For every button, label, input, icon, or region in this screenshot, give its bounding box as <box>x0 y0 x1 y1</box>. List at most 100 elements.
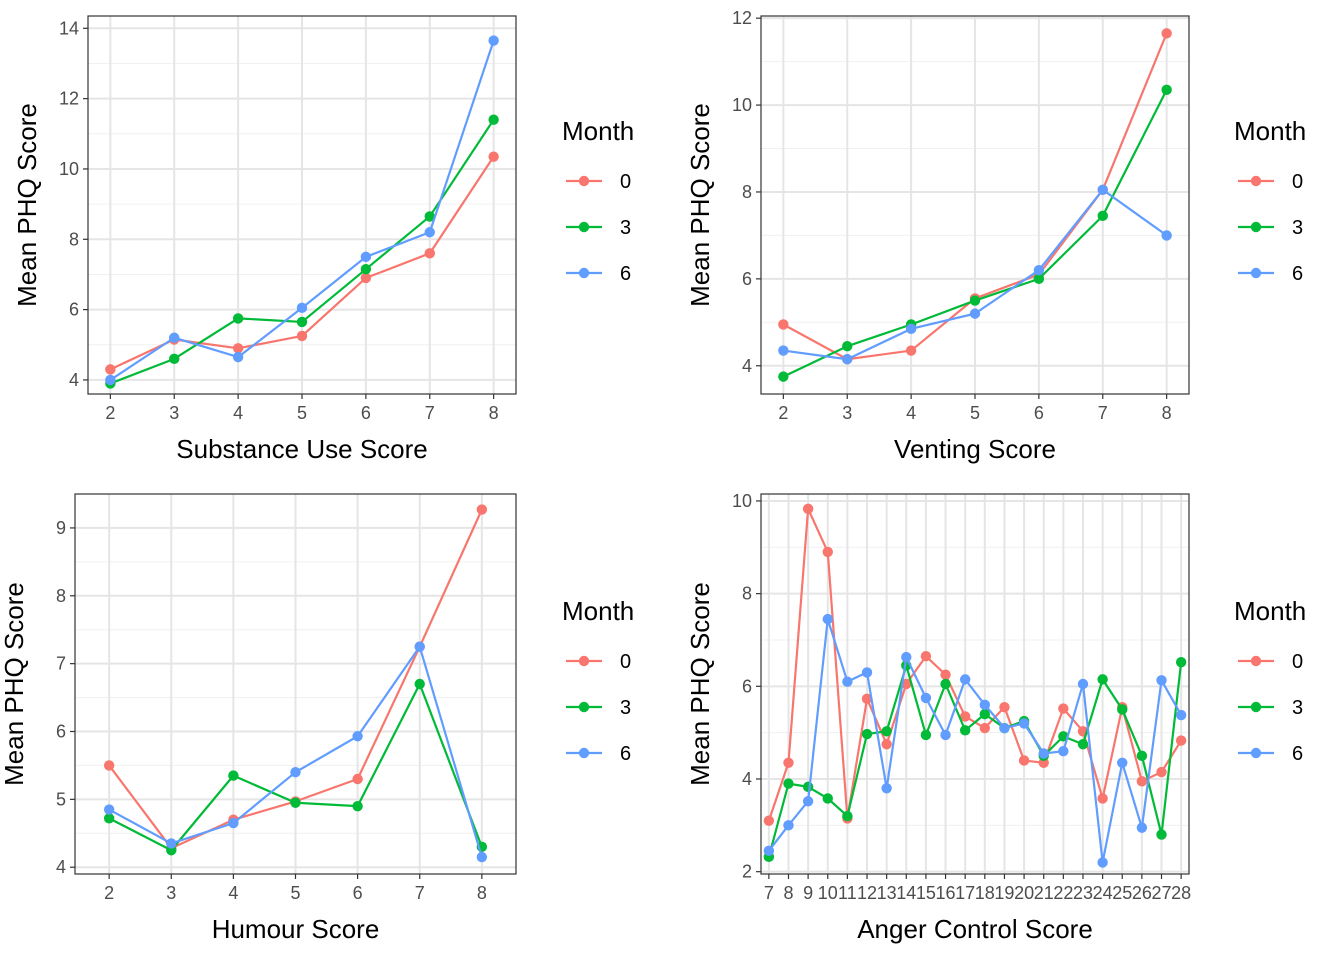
data-point-month-6 <box>1156 675 1167 686</box>
legend-title: Month <box>562 596 634 626</box>
x-tick-label: 20 <box>1014 883 1034 903</box>
data-point-month-0 <box>1156 766 1167 778</box>
legend: Month 0 3 6 <box>1234 116 1306 285</box>
x-tick-label: 23 <box>1073 883 1093 903</box>
x-axis-title: Anger Control Score <box>857 914 1093 944</box>
chart-panel-2: 4 6 8 10 12 2 3 4 5 6 7 8 Venting Score Mean PHQ Scor… <box>685 8 1306 464</box>
y-tick-label: 4 <box>56 857 66 877</box>
legend-item-month-0: 0 <box>566 651 631 673</box>
data-point-month-0 <box>979 722 991 734</box>
x-tick-label: 3 <box>166 883 176 903</box>
x-tick-label: 25 <box>1112 883 1132 903</box>
data-point-month-0 <box>296 330 308 342</box>
data-point-month-6 <box>1033 264 1045 276</box>
x-tick-label: 22 <box>1053 883 1073 903</box>
y-tick-label: 14 <box>59 18 79 38</box>
data-point-month-3 <box>822 793 833 804</box>
data-point-month-0 <box>881 739 892 750</box>
panel-border <box>760 493 1190 875</box>
data-point-month-3 <box>979 708 991 720</box>
legend-key-point <box>1250 221 1262 233</box>
data-point-month-0 <box>352 773 363 785</box>
data-point-month-6 <box>959 674 971 685</box>
data-point-month-0 <box>905 345 917 356</box>
data-point-month-0 <box>1058 703 1069 714</box>
legend: Month 0 3 6 <box>1234 596 1306 765</box>
x-axis-title: Venting Score <box>894 434 1056 464</box>
legend-key-point <box>1250 701 1262 713</box>
data-point-month-3 <box>414 678 425 690</box>
series-line-month-6 <box>767 618 1183 864</box>
data-point-month-3 <box>778 371 789 382</box>
legend-label: 3 <box>1292 217 1303 239</box>
legend-item-month-3: 3 <box>1238 217 1303 239</box>
gridlines <box>761 494 1189 874</box>
data-point-month-6 <box>1097 184 1108 195</box>
legend-key-point <box>1250 747 1262 759</box>
x-axis-title: Substance Use Score <box>176 434 427 464</box>
data-point-month-3 <box>290 797 301 808</box>
data-point-month-6 <box>1117 757 1128 768</box>
data-point-month-6 <box>296 302 308 314</box>
y-tick-label: 12 <box>732 8 752 28</box>
legend: Month 0 3 6 <box>562 596 634 765</box>
y-tick-label: 12 <box>59 89 79 109</box>
data-point-month-0 <box>783 757 794 768</box>
data-point-month-3 <box>228 770 239 781</box>
x-tick-label: 21 <box>1034 883 1054 903</box>
data-point-month-3 <box>783 778 794 789</box>
data-point-month-3 <box>940 678 951 690</box>
data-point-month-6 <box>778 345 789 356</box>
legend-key-point <box>1250 267 1262 279</box>
y-tick-label: 4 <box>742 769 752 789</box>
y-axis-title: Mean PHQ Score <box>0 582 29 786</box>
y-axis-title: Mean PHQ Score <box>12 103 42 307</box>
y-axis-title: Mean PHQ Score <box>685 103 715 307</box>
data-point-month-6 <box>1038 748 1049 759</box>
legend-item-month-6: 6 <box>1238 263 1303 285</box>
legend-label: 6 <box>620 743 631 765</box>
data-point-month-6 <box>763 845 775 857</box>
data-point-month-6 <box>969 308 981 319</box>
legend-item-month-0: 0 <box>1238 651 1303 673</box>
data-point-month-6 <box>424 227 435 238</box>
data-point-month-6 <box>802 796 814 807</box>
data-point-month-3 <box>232 313 244 324</box>
data-point-month-3 <box>352 800 363 812</box>
data-point-month-0 <box>822 546 833 558</box>
data-point-month-0 <box>488 151 499 162</box>
x-tick-label: 26 <box>1132 883 1152 903</box>
x-tick-label: 5 <box>970 403 980 423</box>
legend-item-month-3: 3 <box>1238 697 1303 719</box>
x-tick-label: 15 <box>916 883 936 903</box>
legend-key-point <box>578 747 590 759</box>
data-point-month-6 <box>1161 230 1172 241</box>
data-point-month-6 <box>360 251 372 263</box>
data-point-month-0 <box>959 711 971 722</box>
data-point-month-0 <box>763 815 775 826</box>
series-month-6 <box>105 35 499 386</box>
data-point-month-0 <box>476 504 488 515</box>
data-point-month-6 <box>1077 678 1089 690</box>
x-tick-label: 2 <box>105 403 115 423</box>
legend-label: 6 <box>620 263 631 285</box>
data-point-month-3 <box>1117 704 1128 715</box>
data-point-month-6 <box>414 641 425 652</box>
data-point-month-0 <box>920 650 932 662</box>
data-point-month-6 <box>352 731 363 742</box>
y-tick-label: 4 <box>69 370 79 390</box>
legend-key-point <box>578 701 590 713</box>
data-point-month-3 <box>1077 739 1089 750</box>
x-tick-label: 8 <box>489 403 499 423</box>
x-tick-label: 2 <box>778 403 788 423</box>
data-point-month-3 <box>1175 657 1187 668</box>
data-point-month-0 <box>1175 735 1187 746</box>
y-tick-label: 7 <box>56 654 66 674</box>
data-point-month-6 <box>166 838 177 849</box>
y-tick-label: 9 <box>56 518 66 538</box>
x-tick-label: 13 <box>877 883 897 903</box>
x-tick-label: 19 <box>994 883 1014 903</box>
x-tick-label: 5 <box>297 403 307 423</box>
